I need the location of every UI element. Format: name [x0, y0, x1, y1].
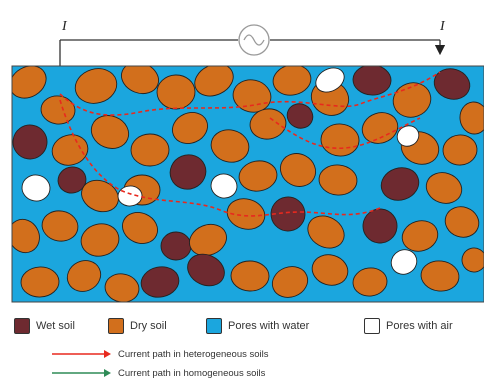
wet-soil-grain: [12, 124, 48, 160]
dry-soil-grain: [232, 79, 272, 113]
air-pore: [21, 174, 51, 202]
wet-soil-grain: [362, 208, 398, 244]
wet-soil-grain: [57, 166, 87, 194]
legend-homogeneous-path: Current path in homogeneous soils: [50, 366, 265, 380]
current-label-left: I: [61, 19, 68, 34]
legend-pores-air: Pores with air: [364, 316, 453, 336]
heterogeneous-current-path: [59, 99, 381, 217]
dry-soil-grain: [81, 179, 119, 213]
dry-soil-grain: [12, 66, 47, 99]
dry-soil-grain: [189, 223, 227, 257]
dry-soil-grain: [20, 266, 60, 298]
dry-soil-grain: [238, 160, 278, 192]
heterogeneous-current-path: [269, 117, 421, 150]
dry-soil-grain: [420, 260, 460, 292]
dry-soil-grain: [249, 108, 287, 140]
soil-region: [12, 66, 484, 302]
pores-water-swatch: [206, 318, 222, 334]
dry-soil-grain: [80, 223, 120, 257]
dry-soil-grain: [121, 66, 159, 95]
air-pore: [396, 125, 420, 147]
dry-soil-grain: [352, 267, 388, 297]
dry-soil-grain: [172, 112, 208, 144]
dry-soil-grain: [210, 129, 250, 163]
legend-pores-water: Pores with water: [206, 316, 309, 336]
air-pore: [390, 249, 418, 275]
wet-soil-grain: [286, 103, 314, 129]
dry-soil-grain: [40, 95, 76, 125]
dry-soil-swatch: [108, 318, 124, 334]
dry-soil-grain: [401, 220, 439, 252]
dry-soil-grain: [271, 266, 309, 298]
air-pore: [315, 67, 345, 93]
wet-soil-grain: [169, 154, 207, 190]
legend-heterogeneous-path: Current path in heterogeneous soils: [50, 347, 269, 361]
dry-soil-grain: [230, 260, 270, 292]
air-pore: [210, 173, 238, 199]
current-label-right: I: [439, 19, 446, 34]
pores-air-label: Pores with air: [386, 320, 453, 332]
wet-soil-grain: [187, 253, 225, 287]
wet-soil-swatch: [14, 318, 30, 334]
wet-soil-grain: [380, 167, 420, 201]
soil-border: [11, 65, 484, 303]
dry-soil-grain: [425, 172, 463, 204]
dry-soil-grain: [318, 164, 358, 196]
dry-soil-grain: [392, 82, 432, 118]
dry-soil-grain: [226, 198, 266, 230]
dry-soil-grain: [41, 210, 79, 242]
dry-soil-grain: [279, 153, 317, 187]
heterogeneous-current-path: [59, 71, 441, 116]
dry-soil-grain: [361, 112, 399, 144]
dry-soil-grain: [307, 215, 345, 249]
dry-soil-grain: [442, 134, 478, 166]
wet-soil-grain: [433, 68, 471, 100]
pores-air-swatch: [364, 318, 380, 334]
dry-soil-grain: [90, 115, 130, 149]
circuit: [59, 24, 446, 95]
legend-dry-soil: Dry soil: [108, 316, 167, 336]
dry-soil-grain: [74, 68, 118, 104]
dry-soil-grain: [51, 134, 89, 166]
homogeneous-line-sample: [52, 369, 111, 377]
homogeneous-path-label: Current path in homogeneous soils: [118, 367, 266, 379]
dry-soil-grain: [444, 206, 480, 238]
dry-soil-grain: [459, 101, 484, 135]
dry-soil-grain: [130, 133, 170, 167]
dry-soil-grain: [66, 260, 102, 292]
dry-soil-grain: [12, 218, 40, 254]
legend-wet-soil: Wet soil: [14, 316, 75, 336]
sine-wave-icon: [243, 34, 265, 46]
dry-soil-grain: [311, 254, 349, 286]
dry-soil-grain: [122, 212, 158, 244]
dry-soil-grain: [461, 247, 484, 273]
wet-soil-grain: [270, 196, 306, 232]
wet-soil-grain: [140, 266, 180, 298]
wet-soil-grain: [160, 231, 192, 261]
wet-soil-label: Wet soil: [36, 320, 75, 332]
dry-soil-label: Dry soil: [130, 320, 167, 332]
dry-soil-grain: [272, 66, 312, 96]
heterogeneous-line-sample: [52, 350, 111, 358]
wet-soil-grain: [352, 66, 392, 96]
heterogeneous-path-label: Current path in heterogeneous soils: [118, 348, 269, 360]
pores-water-label: Pores with water: [228, 320, 310, 332]
